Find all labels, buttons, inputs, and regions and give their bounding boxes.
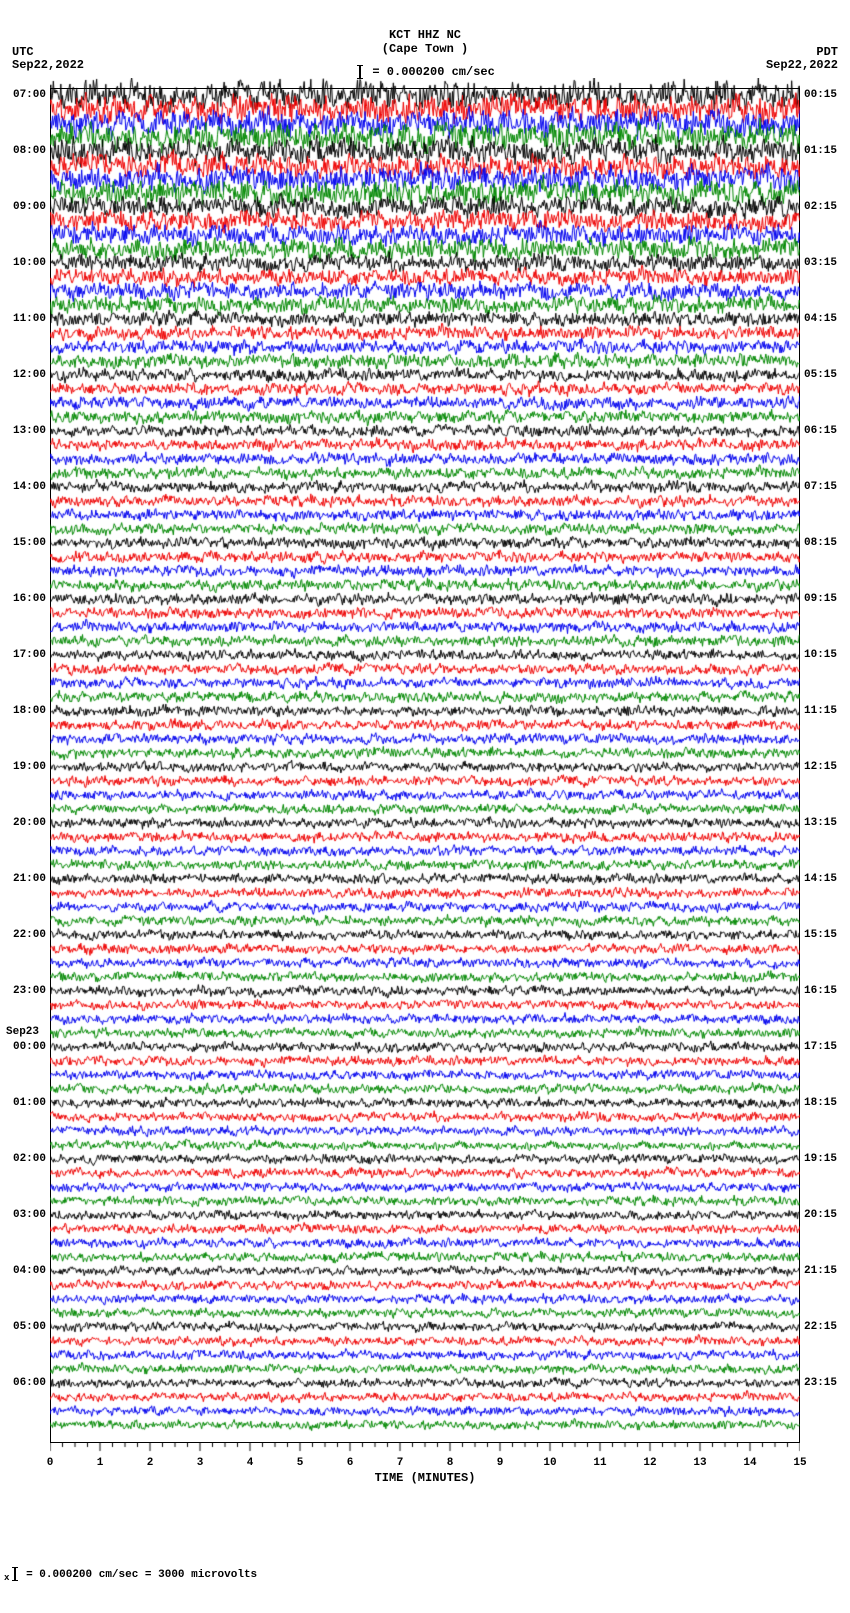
pdt-time-label: 06:15	[804, 425, 840, 437]
utc-time-label: 17:00	[10, 649, 46, 661]
utc-time-label: 07:00	[10, 89, 46, 101]
utc-time-label: 11:00	[10, 313, 46, 325]
x-tick-label: 3	[197, 1457, 204, 1469]
utc-time-label: 23:00	[10, 985, 46, 997]
station-location: (Cape Town )	[0, 42, 850, 56]
pdt-time-label: 01:15	[804, 145, 840, 157]
utc-time-label: 14:00	[10, 481, 46, 493]
right-tz-date: Sep22,2022	[766, 58, 838, 72]
helicorder-plot: 07:0000:1508:0001:1509:0002:1510:0003:15…	[50, 88, 800, 1443]
utc-time-label: 06:00	[10, 1377, 46, 1389]
utc-time-label: 19:00	[10, 761, 46, 773]
x-tick-label: 4	[247, 1457, 254, 1469]
pdt-time-label: 22:15	[804, 1321, 840, 1333]
trace-row: 06:0023:15	[50, 1376, 800, 1432]
utc-time-label: 22:00	[10, 929, 46, 941]
footer-text: = 0.000200 cm/sec = 3000 microvolts	[26, 1569, 257, 1581]
pdt-time-label: 03:15	[804, 257, 840, 269]
day-change-label: Sep23	[6, 1026, 39, 1038]
pdt-time-label: 10:15	[804, 649, 840, 661]
pdt-time-label: 14:15	[804, 873, 840, 885]
pdt-time-label: 15:15	[804, 929, 840, 941]
utc-time-label: 03:00	[10, 1209, 46, 1221]
pdt-time-label: 05:15	[804, 369, 840, 381]
x-tick-label: 6	[347, 1457, 354, 1469]
x-tick-label: 10	[543, 1457, 556, 1469]
x-tick-label: 11	[593, 1457, 606, 1469]
pdt-time-label: 00:15	[804, 89, 840, 101]
x-tick-label: 1	[97, 1457, 104, 1469]
pdt-time-label: 04:15	[804, 313, 840, 325]
x-tick-label: 2	[147, 1457, 154, 1469]
pdt-time-label: 09:15	[804, 593, 840, 605]
utc-time-label: 15:00	[10, 537, 46, 549]
x-tick-label: 5	[297, 1457, 304, 1469]
x-tick-label: 14	[743, 1457, 756, 1469]
x-tick-label: 0	[47, 1457, 54, 1469]
pdt-time-label: 07:15	[804, 481, 840, 493]
utc-time-label: 12:00	[10, 369, 46, 381]
chart-header: KCT HHZ NC (Cape Town )	[0, 28, 850, 56]
left-tz-label: UTC	[12, 45, 34, 59]
utc-time-label: 02:00	[10, 1153, 46, 1165]
utc-time-label: 13:00	[10, 425, 46, 437]
utc-time-label: 05:00	[10, 1321, 46, 1333]
left-tz-date: Sep22,2022	[12, 58, 84, 72]
pdt-time-label: 13:15	[804, 817, 840, 829]
station-code: KCT HHZ NC	[0, 28, 850, 42]
utc-time-label: 01:00	[10, 1097, 46, 1109]
x-tick-label: 7	[397, 1457, 404, 1469]
right-tz-label: PDT	[816, 45, 838, 59]
x-tick-label: 8	[447, 1457, 454, 1469]
utc-time-label: 20:00	[10, 817, 46, 829]
x-tick-label: 15	[793, 1457, 806, 1469]
pdt-time-label: 18:15	[804, 1097, 840, 1109]
scale-bar-icon	[359, 65, 361, 79]
x-tick-label: 9	[497, 1457, 504, 1469]
x-tick-label: 13	[693, 1457, 706, 1469]
pdt-time-label: 21:15	[804, 1265, 840, 1277]
utc-time-label: 16:00	[10, 593, 46, 605]
utc-time-label: 08:00	[10, 145, 46, 157]
x-axis-ticks	[50, 1443, 800, 1455]
utc-time-label: 10:00	[10, 257, 46, 269]
utc-time-label: 21:00	[10, 873, 46, 885]
utc-time-label: 00:00	[10, 1041, 46, 1053]
seismic-trace	[50, 1366, 800, 1442]
pdt-time-label: 08:15	[804, 537, 840, 549]
x-axis-label: TIME (MINUTES)	[50, 1471, 800, 1485]
pdt-time-label: 20:15	[804, 1209, 840, 1221]
pdt-time-label: 11:15	[804, 705, 840, 717]
pdt-time-label: 02:15	[804, 201, 840, 213]
x-axis: TIME (MINUTES) 0123456789101112131415	[50, 1443, 800, 1483]
scale-bar-icon	[14, 1567, 16, 1581]
utc-time-label: 09:00	[10, 201, 46, 213]
pdt-time-label: 16:15	[804, 985, 840, 997]
x-tick-label: 12	[643, 1457, 656, 1469]
seismogram-container: KCT HHZ NC (Cape Town ) = 0.000200 cm/se…	[0, 0, 850, 1613]
pdt-time-label: 12:15	[804, 761, 840, 773]
pdt-time-label: 17:15	[804, 1041, 840, 1053]
pdt-time-label: 23:15	[804, 1377, 840, 1389]
utc-time-label: 18:00	[10, 705, 46, 717]
utc-time-label: 04:00	[10, 1265, 46, 1277]
footer-scale: x = 0.000200 cm/sec = 3000 microvolts	[4, 1567, 257, 1583]
pdt-time-label: 19:15	[804, 1153, 840, 1165]
